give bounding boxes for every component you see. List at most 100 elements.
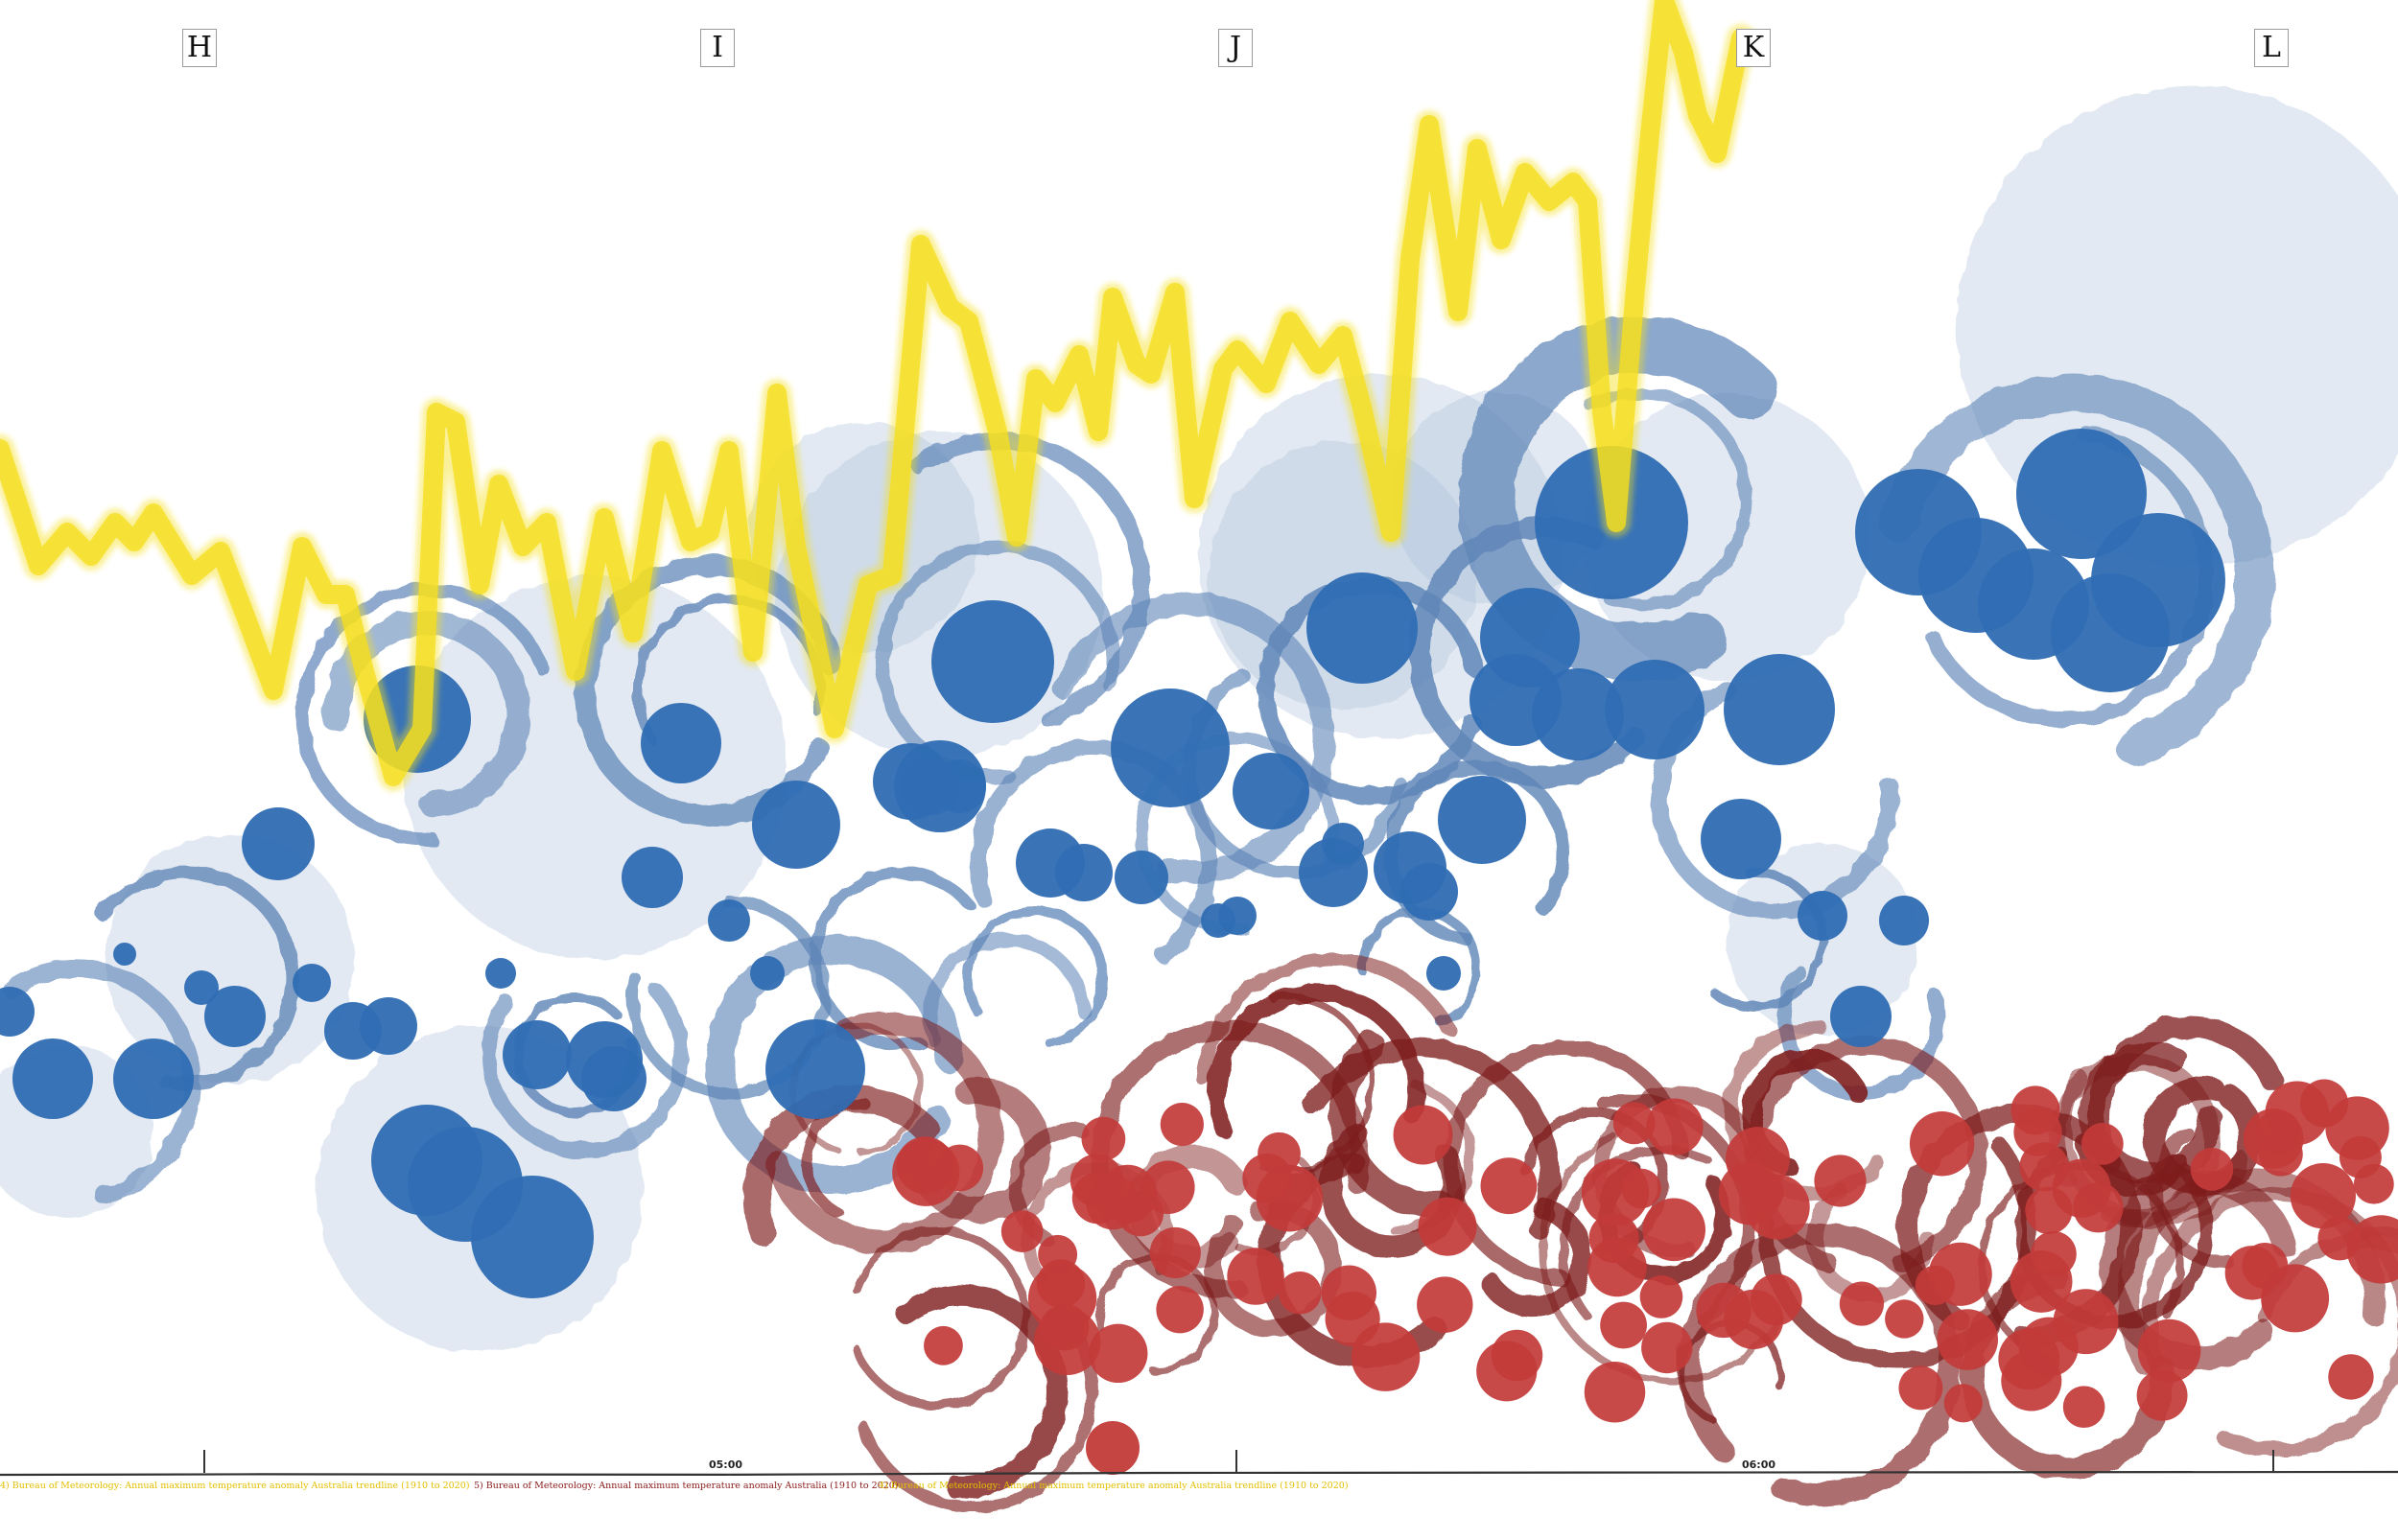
column-marker-k: K	[1736, 29, 1771, 67]
red-data-dot	[1750, 1273, 1802, 1326]
column-marker-i: I	[700, 29, 735, 67]
blue-data-dot	[1830, 986, 1892, 1047]
red-data-dot	[1089, 1323, 1148, 1384]
red-ink-ring	[1259, 993, 1375, 1174]
red-dot-layer	[892, 1079, 2398, 1475]
blue-data-dot	[622, 847, 683, 908]
blue-data-dot	[1426, 956, 1461, 991]
yellow-trendline-layer	[0, 0, 1755, 791]
red-ink-ring	[1444, 1039, 1689, 1286]
red-data-dot	[1696, 1282, 1751, 1339]
red-ink-ring	[1961, 1267, 2175, 1481]
blue-data-dot	[1605, 660, 1704, 759]
blue-ink-ring	[1924, 425, 2214, 727]
blue-ink-ring	[1258, 576, 1484, 805]
red-data-dot	[1612, 1102, 1656, 1145]
blue-ink-ring	[2, 959, 201, 1204]
red-ink-ring	[1090, 1020, 1370, 1299]
red-ink-ring	[1480, 1199, 1593, 1318]
time-label-0500: 05:00	[709, 1458, 743, 1471]
blue-data-dot	[360, 997, 417, 1055]
red-data-dot	[1814, 1155, 1867, 1207]
red-data-dot	[1098, 1164, 1158, 1224]
blue-ink-ring	[1878, 374, 2273, 766]
blue-data-dot	[2016, 429, 2147, 559]
red-data-dot	[2261, 1264, 2330, 1333]
blue-data-dot	[750, 956, 785, 991]
red-data-dot	[1600, 1301, 1647, 1349]
red-data-dot	[2190, 1148, 2234, 1191]
red-data-dot	[1839, 1281, 1885, 1326]
red-data-dot	[1227, 1248, 1284, 1305]
red-data-dot	[2137, 1318, 2201, 1383]
red-data-dot	[1279, 1271, 1322, 1315]
red-data-dot	[1909, 1111, 1975, 1177]
blue-data-dot	[765, 1019, 865, 1119]
red-data-dot	[1081, 1116, 1126, 1161]
credit-trendline: 4) Bureau of Meteorology: Annual maximum…	[0, 1481, 470, 1491]
blue-data-dot	[1233, 753, 1309, 829]
blue-data-dot	[113, 943, 136, 966]
red-data-dot	[1242, 1153, 1293, 1203]
time-axis-line	[0, 1470, 2398, 1477]
blue-data-dot	[581, 1046, 647, 1111]
blue-data-dot	[1879, 896, 1929, 945]
red-data-dot	[1491, 1329, 1543, 1382]
red-data-dot	[1149, 1226, 1201, 1278]
blue-data-dot	[1798, 891, 1847, 941]
red-data-dot	[1418, 1197, 1477, 1256]
red-data-dot	[2031, 1230, 2077, 1277]
blue-data-dot	[1480, 588, 1580, 688]
blue-data-dot	[931, 600, 1054, 723]
red-data-dot	[2136, 1369, 2188, 1421]
red-data-dot	[1639, 1275, 1683, 1318]
column-marker-j: J	[1218, 29, 1253, 67]
blue-ink-ring	[481, 983, 689, 1159]
red-data-dot	[1160, 1102, 1204, 1147]
time-axis	[0, 1450, 2398, 1477]
red-data-dot	[924, 1325, 963, 1365]
red-data-dot	[1480, 1157, 1538, 1215]
blue-data-dot	[242, 807, 315, 880]
red-ink-ring	[1539, 1132, 1785, 1385]
red-data-dot	[2328, 1354, 2374, 1400]
red-data-dot	[1885, 1299, 1924, 1339]
red-ink-ring	[858, 1333, 1097, 1513]
red-data-dot	[2243, 1108, 2304, 1169]
blue-data-dot	[204, 986, 266, 1047]
blue-data-dot	[1701, 799, 1781, 879]
blue-ink-ring	[964, 906, 1108, 1049]
red-data-dot	[1915, 1265, 1956, 1306]
blue-data-dot	[1322, 823, 1364, 865]
blue-ink-ring	[96, 866, 299, 1090]
red-data-dot	[2081, 1123, 2124, 1165]
blue-data-dot	[0, 987, 35, 1037]
blue-ink-ring	[1458, 315, 1778, 681]
blue-ink-ring	[1585, 387, 1751, 610]
red-data-dot	[936, 1144, 984, 1192]
red-data-dot	[1642, 1198, 1706, 1262]
red-ink-ring	[1807, 1183, 1936, 1303]
red-data-dot	[1393, 1105, 1453, 1165]
red-ink-ring	[765, 1011, 1003, 1254]
blue-ink-ring	[810, 867, 975, 1051]
red-data-dot	[1321, 1265, 1377, 1320]
blue-data-dot	[641, 703, 721, 783]
blue-data-dot	[2051, 573, 2170, 692]
red-data-dot	[2018, 1317, 2079, 1377]
blue-data-dot	[1218, 897, 1257, 935]
blue-data-dot	[1055, 844, 1113, 901]
blue-data-dot	[1438, 776, 1526, 864]
blue-data-dot	[12, 1038, 93, 1119]
blue-data-dot	[1724, 654, 1835, 765]
blue-data-dot	[1400, 863, 1458, 921]
yellow-trendline	[0, 0, 1751, 786]
blue-data-dot	[932, 759, 986, 813]
blue-ink-ring	[1356, 906, 1482, 1027]
red-data-dot	[1000, 1210, 1044, 1252]
red-data-dot	[1086, 1421, 1140, 1475]
blue-ink-ring	[1708, 867, 1827, 1012]
blue-data-dot	[752, 781, 840, 869]
blue-ink-ring	[295, 583, 551, 846]
